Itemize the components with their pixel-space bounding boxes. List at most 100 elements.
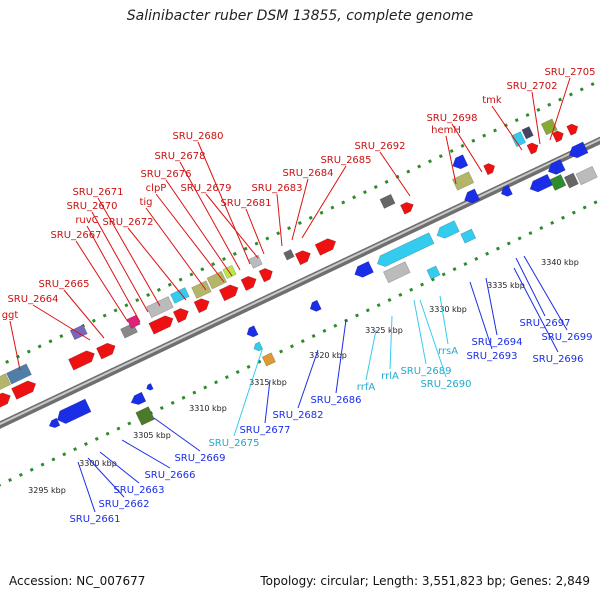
gene-box	[126, 314, 141, 329]
gene-reverse	[500, 184, 513, 197]
gene-reverse	[529, 173, 553, 193]
gene-reverse-shape	[500, 184, 513, 197]
leader-line	[439, 295, 449, 345]
leader-line	[32, 304, 91, 341]
gene-label-bottom: rrfA	[357, 382, 376, 393]
gene-box-shape	[452, 171, 475, 191]
gene-label-bottom: SRU_2682	[272, 410, 323, 421]
gene-box-shape	[511, 131, 527, 148]
gene-label-top: clpP	[146, 183, 167, 194]
gene-reverse-shape	[246, 325, 259, 338]
gene-reverse-shape	[547, 158, 566, 175]
gene-box	[146, 296, 174, 319]
gene-label-top: SRU_2684	[282, 168, 333, 179]
gene-label-bottom: SRU_2686	[310, 395, 361, 406]
leader-line	[523, 255, 568, 331]
leader-line	[531, 91, 541, 145]
gene-box	[575, 165, 598, 186]
gene-rrna-shape	[436, 220, 460, 239]
gene-reverse	[354, 260, 374, 278]
gene-label-bottom: rrsA	[438, 346, 458, 357]
leader-line	[365, 329, 377, 381]
gene-label-bottom: rrlA	[381, 371, 399, 382]
gene-forward-shape	[258, 267, 273, 283]
gene-forward-shape	[551, 130, 564, 143]
gene-forward-shape	[148, 315, 174, 335]
gene-box	[426, 265, 441, 280]
genome-backbone	[0, 136, 600, 429]
gene-label-bottom: SRU_2662	[98, 499, 149, 510]
gene-box	[379, 193, 396, 209]
gene-forward-shape	[240, 275, 257, 291]
leader-line	[99, 451, 140, 484]
gene-box-shape	[248, 254, 263, 269]
leader-line	[515, 257, 546, 317]
leader-line	[335, 319, 347, 394]
gene-box-shape	[563, 172, 579, 189]
leader-line	[264, 379, 271, 424]
gene-reverse	[309, 299, 322, 312]
gene-box-shape	[283, 249, 295, 261]
gene-label-top: SRU_2702	[506, 81, 557, 92]
gene-reverse-shape	[309, 299, 322, 312]
gene-forward-shape	[400, 202, 414, 215]
gene-forward	[258, 267, 273, 283]
gene-forward	[294, 250, 311, 266]
leader-line	[86, 225, 141, 323]
leader-line	[97, 197, 161, 307]
gene-box	[460, 228, 477, 244]
leader-line	[469, 281, 493, 350]
gene-box-shape	[460, 228, 477, 244]
scale-label: 3330 kbp	[429, 305, 467, 314]
gene-forward	[400, 202, 414, 215]
gene-reverse	[48, 417, 61, 429]
gene-forward	[240, 275, 257, 291]
gene-forward-shape	[11, 380, 37, 400]
gene-label-bottom: SRU_2696	[532, 354, 583, 365]
gene-label-top: SRU_2692	[354, 141, 405, 152]
gene-forward	[483, 163, 496, 176]
gene-box	[511, 131, 527, 148]
gene-label-top: SRU_2679	[180, 183, 231, 194]
gene-box	[135, 406, 155, 426]
gene-label-bottom: SRU_2689	[400, 366, 451, 377]
gene-label-bottom: SRU_2693	[466, 351, 517, 362]
leader-line	[513, 267, 559, 353]
gene-label-bottom: SRU_2663	[113, 485, 164, 496]
gene-box	[0, 373, 12, 395]
gene-box-shape	[69, 324, 88, 341]
gene-reverse	[568, 141, 589, 159]
gene-forward	[218, 284, 239, 302]
gene-label-top: hemH	[431, 125, 461, 136]
gene-forward-shape	[566, 123, 579, 136]
gene-forward-shape	[483, 163, 496, 176]
gene-reverse-shape	[48, 417, 61, 429]
gene-reverse	[146, 383, 154, 391]
gene-forward-shape	[193, 298, 210, 314]
gene-label-top: SRU_2698	[426, 113, 477, 124]
gene-label-top: SRU_2664	[7, 294, 58, 305]
gene-label-top: SRU_2671	[72, 187, 123, 198]
gene-label-top: SRU_2667	[50, 230, 101, 241]
leader-line	[233, 349, 263, 437]
gene-reverse	[547, 158, 566, 175]
leader-line	[276, 193, 283, 247]
gene-box	[170, 287, 190, 304]
gene-forward	[148, 315, 174, 335]
gene-forward	[551, 130, 564, 143]
leader-line	[165, 179, 233, 277]
gene-forward-shape	[96, 342, 116, 360]
gene-label-top: tig	[139, 197, 152, 208]
scale-label: 3335 kbp	[487, 281, 525, 290]
gene-forward	[566, 123, 579, 136]
gene-label-top: SRU_2705	[544, 67, 595, 78]
scale-label: 3320 kbp	[309, 351, 347, 360]
gene-box-shape	[426, 265, 441, 280]
scale-label: 3315 kbp	[249, 378, 287, 387]
leader-line	[297, 349, 319, 409]
leader-line	[121, 439, 171, 469]
leader-line	[91, 211, 149, 313]
gene-label-top: SRU_2676	[140, 169, 191, 180]
scale-label: 3295 kbp	[28, 486, 66, 495]
